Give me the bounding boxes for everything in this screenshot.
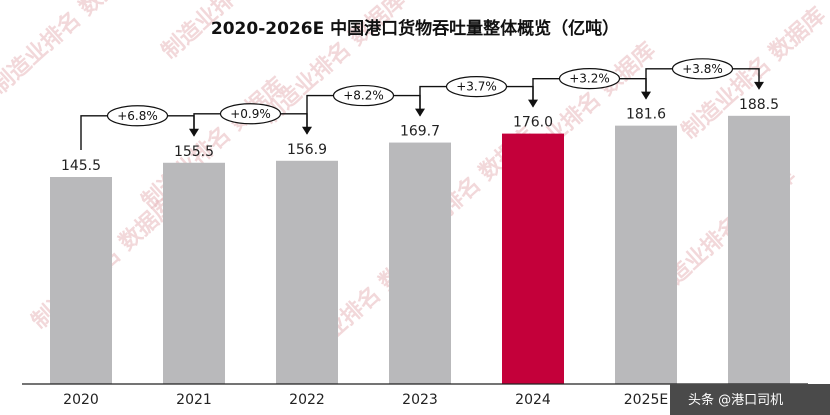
growth-label-1: +0.9% bbox=[230, 107, 271, 121]
bar-2023 bbox=[389, 142, 451, 384]
bar-2020 bbox=[50, 177, 112, 384]
credit-background bbox=[670, 384, 830, 415]
value-label-2023: 169.7 bbox=[400, 124, 440, 140]
growth-connector-2: +8.2% bbox=[306, 84, 425, 134]
value-label-2022: 156.9 bbox=[287, 142, 327, 158]
growth-badge bbox=[558, 68, 621, 90]
bar-2021 bbox=[163, 162, 225, 384]
category-label-2024: 2024 bbox=[515, 392, 551, 408]
category-label-2020: 2020 bbox=[63, 392, 99, 408]
growth-label-4: +3.2% bbox=[569, 72, 610, 86]
growth-connector-0: +6.8% bbox=[80, 105, 199, 150]
bar-2022 bbox=[276, 160, 338, 384]
watermark-text: 制造业排名 数据库 bbox=[0, 0, 141, 99]
growth-connectors-group: +6.8% +0.9% +8.2% +3.7% +3.2% +3.8% bbox=[80, 58, 764, 150]
chart-title: 2020-2026E 中国港口货物吞吐量整体概览（亿吨） bbox=[211, 18, 619, 39]
growth-badge bbox=[671, 58, 734, 80]
growth-label-2: +8.2% bbox=[343, 89, 384, 103]
growth-badge bbox=[106, 105, 169, 127]
growth-badge bbox=[219, 103, 282, 125]
bars-group bbox=[50, 115, 790, 385]
growth-badge bbox=[332, 84, 395, 107]
value-label-2024: 176.0 bbox=[513, 115, 553, 131]
bar-2025E bbox=[615, 125, 677, 384]
category-label-2021: 2021 bbox=[176, 392, 212, 408]
bar-2026E bbox=[728, 115, 790, 385]
growth-label-3: +3.7% bbox=[456, 80, 497, 94]
credit-text: 头条 @港口司机 bbox=[688, 392, 783, 408]
category-label-2025E: 2025E bbox=[624, 392, 668, 408]
arrowhead bbox=[754, 81, 764, 90]
value-label-2025E: 181.6 bbox=[626, 107, 666, 123]
growth-badge bbox=[445, 76, 508, 98]
growth-connector-3: +3.7% bbox=[419, 76, 538, 116]
growth-label-0: +6.8% bbox=[117, 109, 158, 123]
growth-connector-5: +3.8% bbox=[645, 58, 764, 99]
category-label-2023: 2023 bbox=[402, 392, 438, 408]
category-label-2022: 2022 bbox=[289, 392, 325, 408]
value-label-2020: 145.5 bbox=[61, 158, 101, 174]
value-label-2026E: 188.5 bbox=[739, 97, 779, 113]
value-label-2021: 155.5 bbox=[174, 144, 214, 160]
growth-label-5: +3.8% bbox=[682, 62, 723, 76]
bar-2024 bbox=[502, 133, 564, 384]
